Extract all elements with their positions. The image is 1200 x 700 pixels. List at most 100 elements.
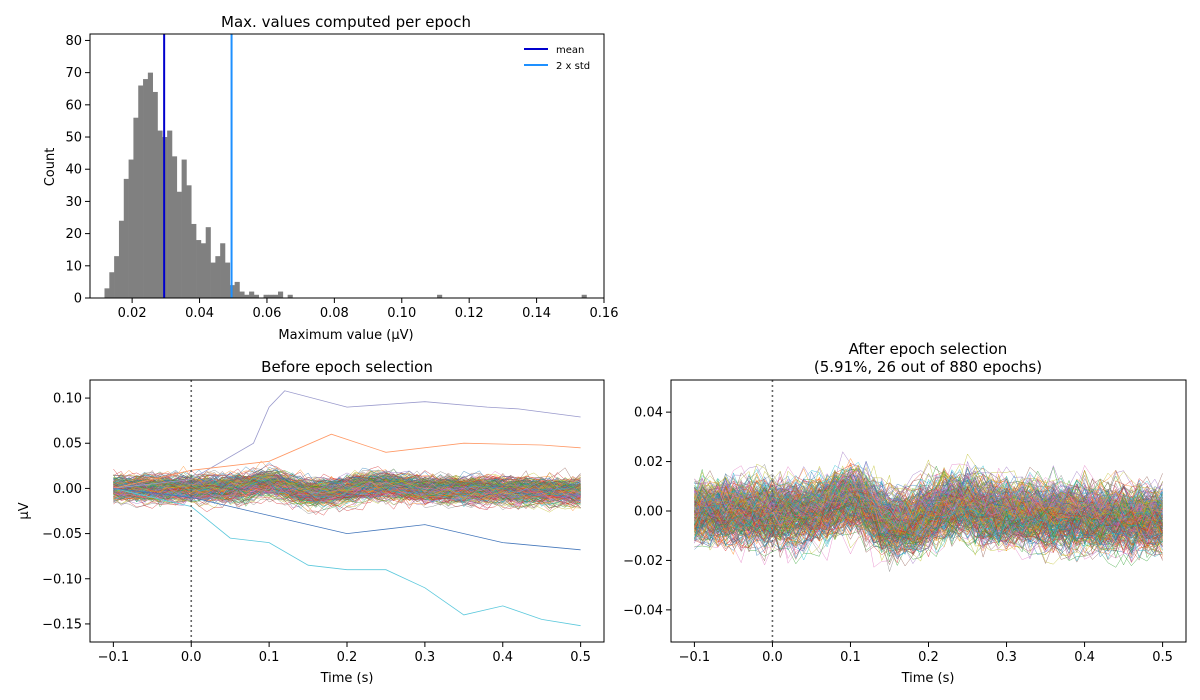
- histogram-panel: Max. values computed per epoch 0.02 0.04 0…: [43, 13, 618, 343]
- before-panel: Before epoch selection −0.1 0.0 0.1 0.2 0.3 0…: [17, 358, 605, 686]
- histogram-bar: [114, 256, 120, 298]
- before-x-label: Time (s): [320, 671, 374, 686]
- histogram-bar: [147, 72, 153, 298]
- histogram-bar: [128, 159, 134, 298]
- epoch-trace: [694, 478, 1163, 535]
- histogram-bar: [167, 130, 173, 298]
- y-tick-label: −0.15: [42, 617, 82, 632]
- x-tick-label: 0.14: [522, 306, 551, 321]
- histogram-bar: [253, 294, 260, 298]
- before-axes-frame: [89, 379, 605, 643]
- histogram-bar: [249, 291, 255, 298]
- x-tick-label: 0.12: [455, 306, 484, 321]
- y-tick-label: 0.10: [53, 392, 82, 407]
- histogram-bar: [239, 291, 245, 298]
- x-tick-label: 0.4: [1074, 650, 1095, 665]
- after-title: After epoch selection: [849, 340, 1008, 358]
- y-tick-label: 80: [65, 34, 82, 49]
- x-tick-label: 0.0: [181, 650, 202, 665]
- histogram-bar: [215, 256, 221, 298]
- after-x-ticks: −0.1 0.0 0.1 0.2 0.3 0.4 0.5: [679, 642, 1173, 665]
- histogram-bar: [244, 294, 250, 298]
- histogram-y-label: Count: [43, 148, 58, 187]
- histogram-legend: mean 2 x std: [524, 45, 590, 72]
- histogram-bar: [287, 294, 293, 298]
- y-tick-label: 0: [74, 292, 82, 307]
- histogram-bar: [118, 220, 125, 298]
- histogram-bar: [157, 130, 163, 298]
- histogram-bar: [205, 227, 211, 298]
- histogram-bars: [104, 72, 587, 299]
- histogram-bar: [196, 240, 202, 298]
- histogram-bar: [123, 178, 129, 298]
- histogram-bar: [104, 288, 110, 298]
- histogram-bar: [109, 272, 115, 298]
- histogram-bar: [581, 294, 587, 298]
- y-tick-label: −0.10: [42, 572, 82, 587]
- x-tick-label: 0.3: [415, 650, 436, 665]
- epoch-trace: [694, 500, 1163, 550]
- epoch-trace: [113, 491, 581, 513]
- after-x-label: Time (s): [901, 671, 955, 686]
- legend-std-label: 2 x std: [556, 61, 590, 72]
- x-tick-label: 0.4: [492, 650, 513, 665]
- histogram-bar: [176, 191, 182, 298]
- before-x-ticks: −0.1 0.0 0.1 0.2 0.3 0.4 0.5: [98, 642, 591, 665]
- epoch-trace: [694, 495, 1163, 554]
- histogram-bar: [181, 159, 187, 298]
- epoch-trace: [694, 505, 1163, 562]
- y-tick-label: 10: [65, 259, 82, 274]
- after-y-ticks: −0.04 −0.02 0.00 0.02 0.04: [623, 406, 671, 618]
- epoch-trace: [113, 470, 581, 492]
- histogram-bar: [220, 243, 226, 298]
- x-tick-label: 0.5: [1152, 650, 1173, 665]
- x-tick-label: 0.08: [320, 306, 349, 321]
- x-tick-label: 0.1: [259, 650, 280, 665]
- epoch-trace: [113, 476, 581, 500]
- outlier-epoch-trace: [113, 488, 581, 551]
- x-tick-label: 0.06: [252, 306, 281, 321]
- y-tick-label: 30: [65, 195, 82, 210]
- histogram-reference-lines: [163, 34, 233, 298]
- before-traces: [113, 390, 581, 627]
- histogram-bar: [268, 294, 274, 298]
- legend-mean-label: mean: [556, 45, 584, 56]
- before-y-label: μV: [17, 502, 32, 519]
- histogram-bar: [263, 294, 269, 298]
- after-panel: After epoch selection (5.91%, 26 out of …: [623, 340, 1187, 686]
- epoch-trace: [113, 470, 581, 486]
- after-subtitle: (5.91%, 26 out of 880 epochs): [814, 358, 1042, 376]
- histogram-bar: [186, 185, 192, 298]
- y-tick-label: 0.00: [53, 482, 82, 497]
- histogram-title: Max. values computed per epoch: [221, 13, 471, 31]
- histogram-bar: [152, 91, 158, 298]
- epoch-trace: [694, 474, 1163, 523]
- outlier-epoch-trace: [113, 488, 581, 627]
- histogram-bar: [138, 85, 144, 298]
- epoch-trace: [113, 479, 581, 501]
- epoch-trace: [694, 467, 1163, 520]
- epoch-trace: [694, 465, 1163, 520]
- histogram-axes-frame: [89, 33, 605, 299]
- x-tick-label: 0.2: [337, 650, 358, 665]
- histogram-bar: [143, 79, 149, 298]
- histogram-bar: [210, 262, 216, 298]
- histogram-bar: [437, 294, 443, 298]
- y-tick-label: −0.04: [623, 603, 663, 618]
- x-tick-label: 0.5: [570, 650, 591, 665]
- epoch-trace: [694, 463, 1163, 513]
- y-tick-label: 20: [65, 227, 82, 242]
- x-tick-label: 0.02: [118, 306, 147, 321]
- y-tick-label: 0.00: [634, 505, 663, 520]
- epoch-trace: [113, 475, 581, 503]
- y-tick-label: 0.05: [53, 437, 82, 452]
- after-traces: [694, 451, 1163, 573]
- histogram-bar: [171, 156, 178, 298]
- histogram-bar: [133, 117, 139, 299]
- y-tick-label: 0.02: [634, 455, 663, 470]
- histogram-x-label: Maximum value (μV): [278, 328, 413, 343]
- y-tick-label: 70: [65, 66, 82, 81]
- y-tick-label: 0.04: [634, 406, 663, 421]
- histogram-bar: [191, 223, 197, 298]
